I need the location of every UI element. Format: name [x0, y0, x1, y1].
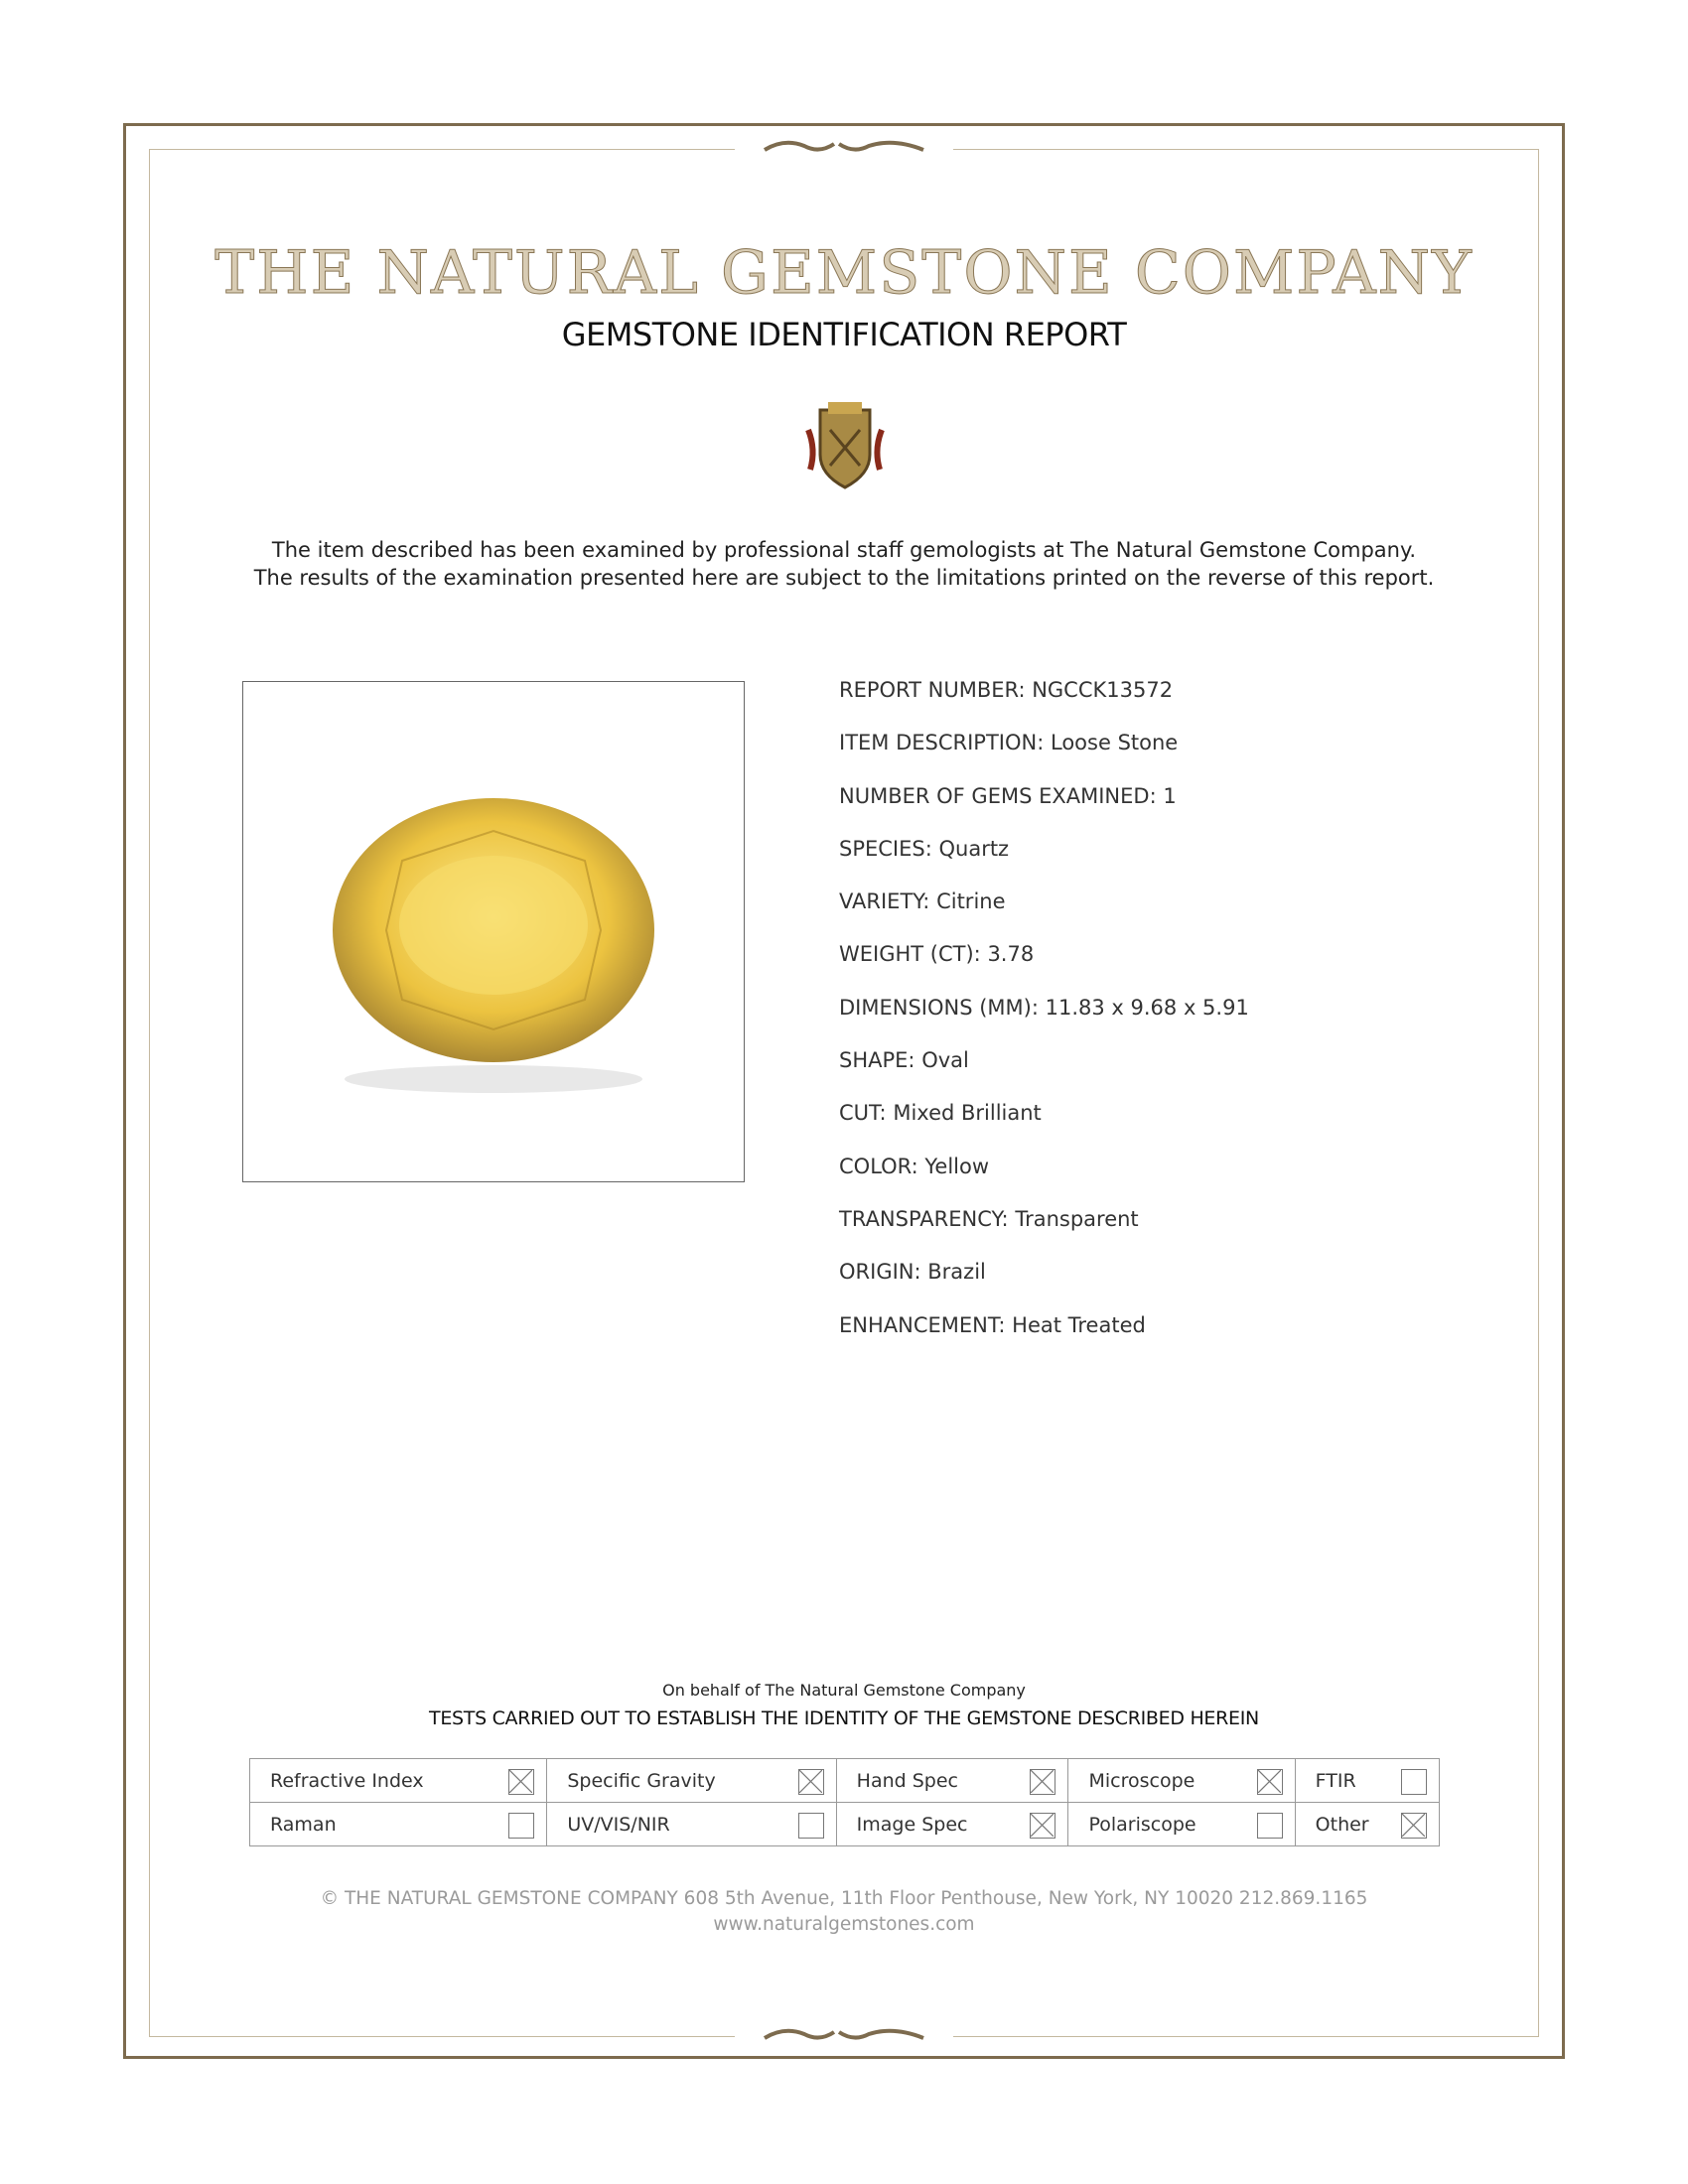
- footer-address: © THE NATURAL GEMSTONE COMPANY 608 5th A…: [320, 1888, 1368, 1909]
- report-title: GEMSTONE IDENTIFICATION REPORT: [561, 316, 1127, 353]
- checked-box-icon: [797, 1769, 824, 1795]
- field-cut: CUT: Mixed Brilliant: [839, 1101, 1042, 1126]
- test-cell: Image Spec: [835, 1802, 1069, 1846]
- test-label: Polariscope: [1088, 1813, 1196, 1836]
- test-label: UV/VIS/NIR: [567, 1813, 670, 1836]
- field-origin: ORIGIN: Brazil: [839, 1260, 986, 1285]
- intro-text: The item described has been examined by …: [0, 536, 1688, 592]
- tests-heading: TESTS CARRIED OUT TO ESTABLISH THE IDENT…: [429, 1707, 1259, 1729]
- test-cell: Specific Gravity: [546, 1758, 837, 1803]
- empty-checkbox-icon: [1401, 1769, 1427, 1795]
- gem-image: [333, 798, 654, 1093]
- checked-box-icon: [1030, 1813, 1056, 1839]
- test-label: Hand Spec: [856, 1769, 958, 1792]
- test-cell: Raman: [248, 1802, 548, 1846]
- field-transparency: TRANSPARENCY: Transparent: [839, 1206, 1139, 1231]
- test-cell: FTIR: [1294, 1758, 1441, 1803]
- checked-box-icon: [508, 1769, 535, 1795]
- field-shape: SHAPE: Oval: [839, 1048, 969, 1073]
- field-variety: VARIETY: Citrine: [839, 889, 1006, 914]
- behalf-text: On behalf of The Natural Gemstone Compan…: [662, 1681, 1026, 1700]
- test-cell: Hand Spec: [835, 1758, 1069, 1803]
- crest-logo-icon: [802, 400, 888, 495]
- field-color: COLOR: Yellow: [839, 1154, 990, 1178]
- test-label: Raman: [270, 1813, 337, 1836]
- test-cell: UV/VIS/NIR: [546, 1802, 837, 1846]
- test-cell: Other: [1294, 1802, 1441, 1846]
- intro-line-2: The results of the examination presented…: [253, 566, 1435, 590]
- test-cell: Polariscope: [1067, 1802, 1296, 1846]
- outer-frame: [123, 123, 1565, 2059]
- test-label: Specific Gravity: [567, 1769, 716, 1792]
- test-label: Other: [1315, 1813, 1369, 1836]
- checked-box-icon: [1401, 1813, 1427, 1839]
- test-cell: Refractive Index: [248, 1758, 548, 1803]
- field-weight: WEIGHT (CT): 3.78: [839, 942, 1035, 967]
- field-enhancement: ENHANCEMENT: Heat Treated: [839, 1312, 1146, 1337]
- tests-row: Refractive Index Specific Gravity Hand Spe…: [248, 1758, 1441, 1803]
- checked-box-icon: [1030, 1769, 1056, 1795]
- footer-website: www.naturalgemstones.com: [713, 1914, 975, 1935]
- report-fields: REPORT NUMBER: NGCCK13572 ITEM DESCRIPTI…: [839, 675, 1249, 1363]
- test-label: Refractive Index: [270, 1769, 424, 1792]
- empty-checkbox-icon: [508, 1813, 535, 1839]
- test-label: Image Spec: [856, 1813, 968, 1836]
- intro-line-1: The item described has been examined by …: [271, 538, 1417, 562]
- ornament-bottom-icon: [735, 2021, 953, 2051]
- field-species: SPECIES: Quartz: [839, 836, 1010, 861]
- field-report-number: REPORT NUMBER: NGCCK13572: [839, 678, 1174, 702]
- empty-checkbox-icon: [1256, 1813, 1283, 1839]
- checked-box-icon: [1256, 1769, 1283, 1795]
- test-cell: Microscope: [1067, 1758, 1296, 1803]
- test-label: FTIR: [1315, 1769, 1356, 1792]
- tests-row: Raman UV/VIS/NIR Image Spec Polariscope Othe…: [248, 1802, 1441, 1846]
- field-gems-examined: NUMBER OF GEMS EXAMINED: 1: [839, 783, 1177, 808]
- empty-checkbox-icon: [797, 1813, 824, 1839]
- company-title: THE NATURAL GEMSTONE COMPANY: [214, 238, 1474, 309]
- tests-table: Refractive Index Specific Gravity Hand Spe…: [248, 1758, 1441, 1846]
- test-label: Microscope: [1088, 1769, 1196, 1792]
- gem-photo: [242, 681, 745, 1182]
- field-dimensions: DIMENSIONS (MM): 11.83 x 9.68 x 5.91: [839, 995, 1249, 1020]
- ornament-top-icon: [735, 133, 953, 163]
- field-item-description: ITEM DESCRIPTION: Loose Stone: [839, 731, 1179, 755]
